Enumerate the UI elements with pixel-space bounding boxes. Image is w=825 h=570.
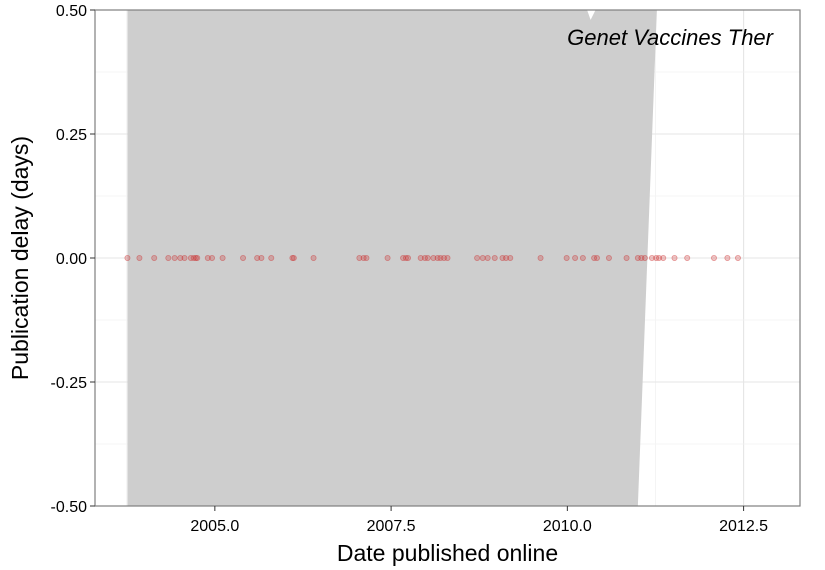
data-point [724,254,731,261]
data-point [484,254,491,261]
y-tick-label: 0.00 [56,251,87,268]
data-point [591,254,598,261]
journal-annotation: Genet Vaccines Ther [567,25,775,50]
data-point [190,254,197,261]
data-point [660,254,667,261]
data-point [204,254,211,261]
data-point [634,254,641,261]
data-point [437,254,444,261]
data-point [192,254,199,261]
y-tick-label: -0.50 [51,499,88,516]
data-point [136,254,143,261]
data-point [593,254,600,261]
data-point [507,254,514,261]
data-point [151,254,158,261]
data-point [479,254,486,261]
data-point [430,254,437,261]
data-point [537,254,544,261]
axis-ticks [90,9,745,511]
data-point [405,254,412,261]
y-tick-label: 0.25 [56,127,87,144]
data-point [623,254,630,261]
x-axis-title: Date published online [337,540,558,566]
data-point [181,254,188,261]
data-point [124,254,131,261]
data-point [734,254,741,261]
data-point [194,254,201,261]
data-point [290,254,297,261]
data-point [653,254,660,261]
data-point [491,254,498,261]
data-points [124,254,741,261]
data-point [656,254,663,261]
data-point [421,254,428,261]
data-point [219,254,226,261]
data-point [240,254,247,261]
x-tick-label: 2010.0 [543,518,592,535]
data-point [648,254,655,261]
data-point [638,254,645,261]
y-axis-title: Publication delay (days) [7,136,33,380]
data-point [258,254,265,261]
axis-tick-labels: 2005.0 2007.5 2010.0 2012.5 0.50 0.25 0.00 -0.2… [51,3,769,535]
data-point [171,254,178,261]
data-point [474,254,481,261]
data-point [444,254,451,261]
x-tick-label: 2007.5 [367,518,416,535]
data-point [424,254,431,261]
y-tick-label: -0.25 [51,375,88,392]
data-point [499,254,506,261]
data-point [402,254,409,261]
x-tick-label: 2005.0 [190,518,239,535]
data-point [268,254,275,261]
data-point [356,254,363,261]
data-point [434,254,441,261]
data-point [363,254,370,261]
data-point [579,254,586,261]
data-point [400,254,407,261]
data-point [360,254,367,261]
data-point [684,254,691,261]
data-point [165,254,172,261]
data-point [710,254,717,261]
data-point [177,254,184,261]
data-point [671,254,678,261]
x-tick-label: 2012.5 [719,518,768,535]
y-tick-label: 0.50 [56,3,87,20]
data-point [641,254,648,261]
confidence-band [127,10,657,506]
data-point [417,254,424,261]
data-point [503,254,510,261]
data-point [563,254,570,261]
data-point [310,254,317,261]
data-point [289,254,296,261]
data-point [572,254,579,261]
data-point [254,254,261,261]
data-point [605,254,612,261]
data-point [440,254,447,261]
data-point [209,254,216,261]
data-point [384,254,391,261]
data-point [187,254,194,261]
